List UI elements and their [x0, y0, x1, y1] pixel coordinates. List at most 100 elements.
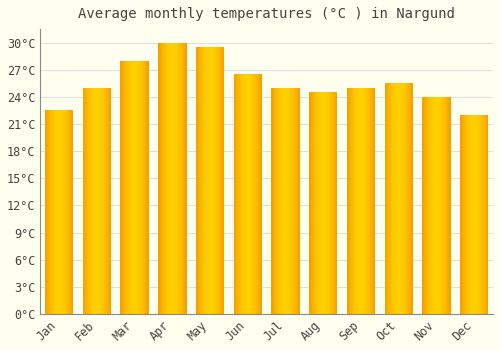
Bar	[141, 61, 142, 314]
Bar	[486, 115, 487, 314]
Bar	[91, 88, 92, 314]
Bar	[176, 43, 178, 314]
Bar	[436, 97, 437, 314]
Bar	[425, 97, 426, 314]
Bar	[124, 61, 126, 314]
Bar	[110, 88, 111, 314]
Bar	[69, 111, 70, 314]
Bar	[159, 43, 160, 314]
Bar	[134, 61, 136, 314]
Bar	[296, 88, 297, 314]
Bar	[256, 74, 257, 314]
Bar	[298, 88, 299, 314]
Bar	[201, 47, 202, 314]
Bar	[178, 43, 180, 314]
Bar	[430, 97, 431, 314]
Bar	[423, 97, 424, 314]
Bar	[175, 43, 176, 314]
Bar	[86, 88, 87, 314]
Bar	[162, 43, 163, 314]
Bar	[294, 88, 296, 314]
Bar	[106, 88, 107, 314]
Bar	[71, 111, 72, 314]
Bar	[389, 83, 390, 314]
Bar	[368, 88, 369, 314]
Bar	[365, 88, 366, 314]
Bar	[482, 115, 484, 314]
Bar	[473, 115, 474, 314]
Bar	[359, 88, 360, 314]
Bar	[142, 61, 143, 314]
Bar	[312, 92, 314, 314]
Bar	[321, 92, 322, 314]
Bar	[247, 74, 248, 314]
Bar	[410, 83, 411, 314]
Bar	[254, 74, 255, 314]
Bar	[181, 43, 182, 314]
Bar	[94, 88, 95, 314]
Bar	[139, 61, 140, 314]
Bar	[50, 111, 51, 314]
Bar	[58, 111, 59, 314]
Bar	[107, 88, 108, 314]
Bar	[322, 92, 324, 314]
Bar	[401, 83, 402, 314]
Bar	[66, 111, 67, 314]
Bar	[290, 88, 291, 314]
Bar	[245, 74, 246, 314]
Bar	[48, 111, 50, 314]
Bar	[213, 47, 214, 314]
Bar	[212, 47, 213, 314]
Bar	[370, 88, 371, 314]
Bar	[131, 61, 132, 314]
Bar	[126, 61, 127, 314]
Bar	[127, 61, 128, 314]
Bar	[404, 83, 405, 314]
Bar	[442, 97, 443, 314]
Bar	[146, 61, 148, 314]
Bar	[465, 115, 466, 314]
Bar	[484, 115, 485, 314]
Bar	[394, 83, 395, 314]
Bar	[362, 88, 363, 314]
Bar	[120, 61, 121, 314]
Bar	[208, 47, 210, 314]
Bar	[70, 111, 71, 314]
Bar	[311, 92, 312, 314]
Bar	[315, 92, 316, 314]
Bar	[386, 83, 388, 314]
Bar	[393, 83, 394, 314]
Bar	[328, 92, 329, 314]
Bar	[286, 88, 287, 314]
Bar	[170, 43, 171, 314]
Bar	[169, 43, 170, 314]
Bar	[248, 74, 249, 314]
Bar	[95, 88, 96, 314]
Bar	[250, 74, 252, 314]
Bar	[310, 92, 311, 314]
Bar	[398, 83, 400, 314]
Bar	[234, 74, 235, 314]
Bar	[470, 115, 472, 314]
Bar	[130, 61, 131, 314]
Bar	[371, 88, 372, 314]
Bar	[352, 88, 353, 314]
Bar	[85, 88, 86, 314]
Bar	[83, 88, 84, 314]
Bar	[140, 61, 141, 314]
Bar	[104, 88, 106, 314]
Bar	[72, 111, 74, 314]
Bar	[137, 61, 138, 314]
Bar	[287, 88, 288, 314]
Bar	[392, 83, 393, 314]
Bar	[196, 47, 198, 314]
Bar	[331, 92, 332, 314]
Bar	[210, 47, 211, 314]
Bar	[408, 83, 410, 314]
Bar	[395, 83, 396, 314]
Bar	[97, 88, 98, 314]
Bar	[390, 83, 391, 314]
Bar	[52, 111, 53, 314]
Bar	[320, 92, 321, 314]
Bar	[240, 74, 242, 314]
